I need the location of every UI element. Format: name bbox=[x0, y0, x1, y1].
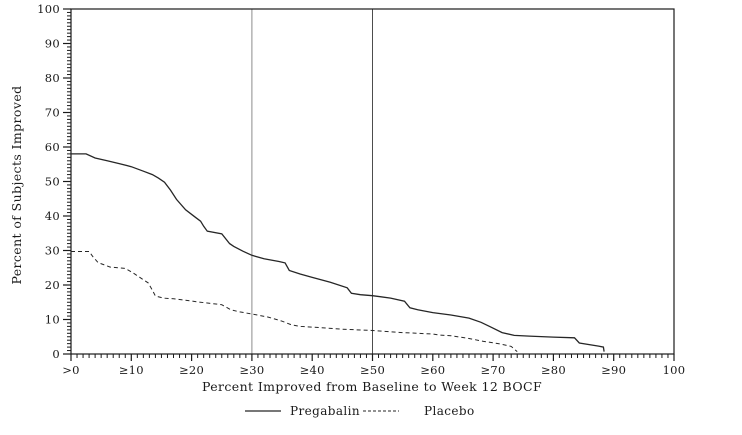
chart-legend: Pregabalin Placebo bbox=[245, 404, 475, 418]
y-tick-label: 80 bbox=[45, 71, 60, 85]
placebo-line bbox=[71, 251, 518, 352]
y-tick-label: 10 bbox=[45, 313, 60, 327]
x-tick-label: 100 bbox=[663, 363, 686, 377]
x-tick-label: ≥80 bbox=[541, 363, 566, 377]
y-tick-label: 30 bbox=[45, 244, 60, 258]
x-tick-label: ≥70 bbox=[481, 363, 506, 377]
y-tick-label: 70 bbox=[45, 106, 60, 120]
pregabalin-line bbox=[71, 153, 605, 352]
y-tick-label: 40 bbox=[45, 209, 60, 223]
x-tick-label: ≥50 bbox=[360, 363, 385, 377]
chart-plot: 0 10 20 30 40 50 60 70 80 90 100 >0 ≥10 ≥20 ≥30 ≥40 ≥50 ≥… bbox=[37, 2, 685, 377]
x-tick-label: ≥40 bbox=[300, 363, 325, 377]
x-tick-label: >0 bbox=[62, 363, 80, 377]
x-tick-label: ≥60 bbox=[420, 363, 445, 377]
y-axis-title: Percent of Subjects Improved bbox=[9, 85, 24, 284]
x-axis-title: Percent Improved from Baseline to Week 1… bbox=[202, 379, 542, 394]
x-tick-label: ≥20 bbox=[179, 363, 204, 377]
x-tick-label: ≥90 bbox=[601, 363, 626, 377]
legend-label-placebo: Placebo bbox=[424, 404, 475, 418]
legend-label-pregabalin: Pregabalin bbox=[290, 404, 360, 418]
y-tick-label: 60 bbox=[45, 140, 60, 154]
legend-item-pregabalin: Pregabalin bbox=[245, 404, 360, 418]
legend-item-placebo: Placebo bbox=[363, 404, 475, 418]
y-tick-label: 0 bbox=[52, 347, 60, 361]
y-tick-label: 50 bbox=[45, 175, 60, 189]
x-tick-label: ≥30 bbox=[239, 363, 264, 377]
x-tick-label: ≥10 bbox=[119, 363, 144, 377]
y-tick-label: 20 bbox=[45, 278, 60, 292]
y-tick-label: 100 bbox=[37, 2, 60, 16]
y-tick-label: 90 bbox=[45, 37, 60, 51]
